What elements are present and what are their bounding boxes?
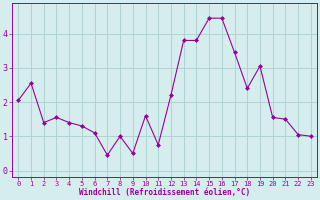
X-axis label: Windchill (Refroidissement éolien,°C): Windchill (Refroidissement éolien,°C) <box>79 188 250 197</box>
